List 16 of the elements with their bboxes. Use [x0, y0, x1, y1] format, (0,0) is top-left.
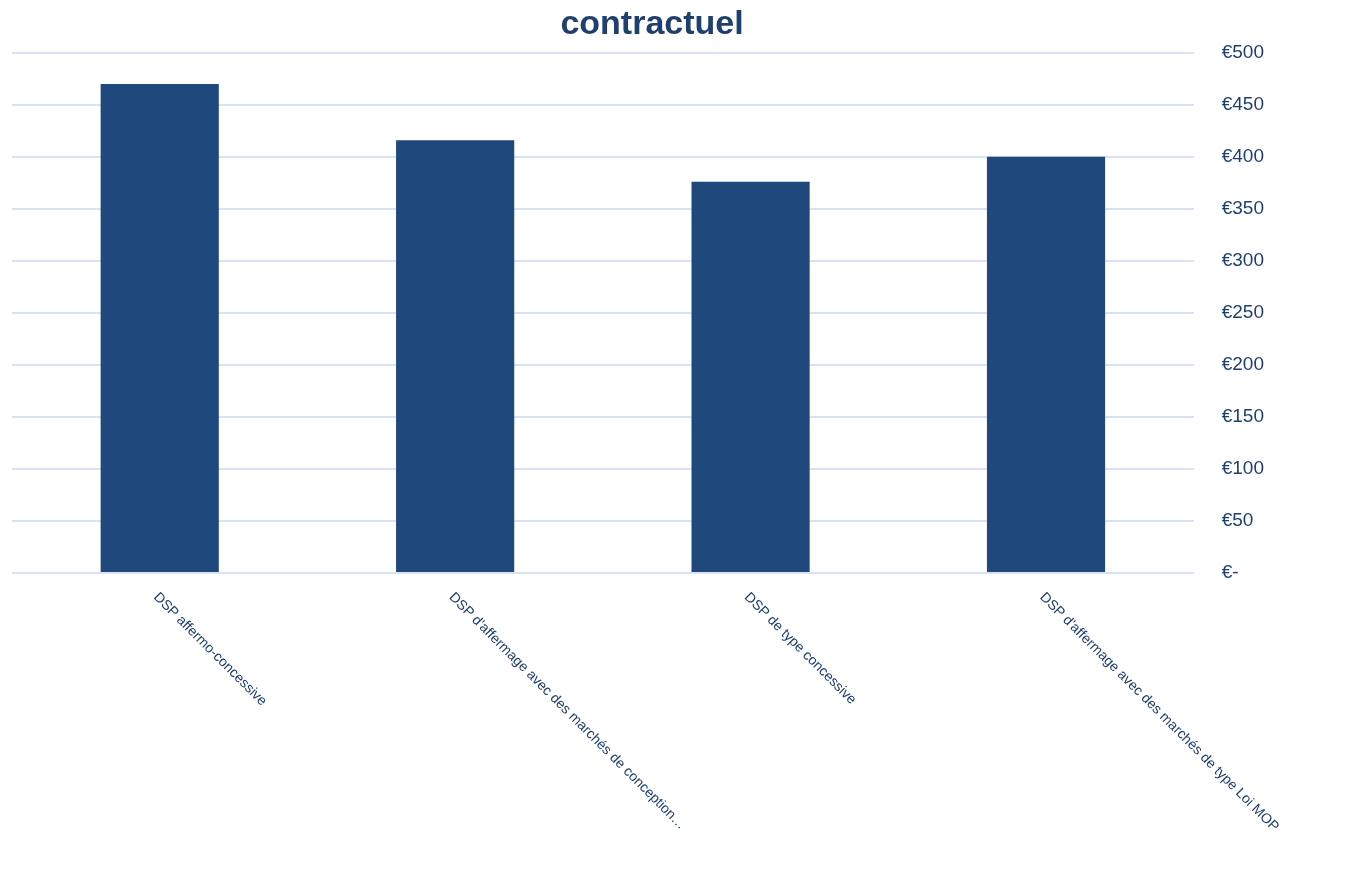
bar: [396, 140, 515, 572]
y-tick-label: €450: [1221, 93, 1265, 115]
y-tick-label: €50: [1221, 509, 1254, 531]
y-tick-label: €-: [1221, 561, 1239, 583]
y-tick-label: €400: [1221, 145, 1265, 167]
bar: [100, 84, 219, 572]
y-tick-label: €150: [1221, 405, 1265, 427]
y-tick-label: €200: [1221, 353, 1265, 375]
y-tick-label: €300: [1221, 249, 1265, 271]
y-tick-label: €100: [1221, 457, 1265, 479]
bar: [691, 181, 810, 572]
y-tick-label: €500: [1221, 41, 1265, 63]
chart-title: contractuel: [560, 2, 744, 41]
y-tick-label: €350: [1221, 197, 1265, 219]
y-tick-label: €250: [1221, 301, 1265, 323]
bar: [986, 156, 1106, 572]
